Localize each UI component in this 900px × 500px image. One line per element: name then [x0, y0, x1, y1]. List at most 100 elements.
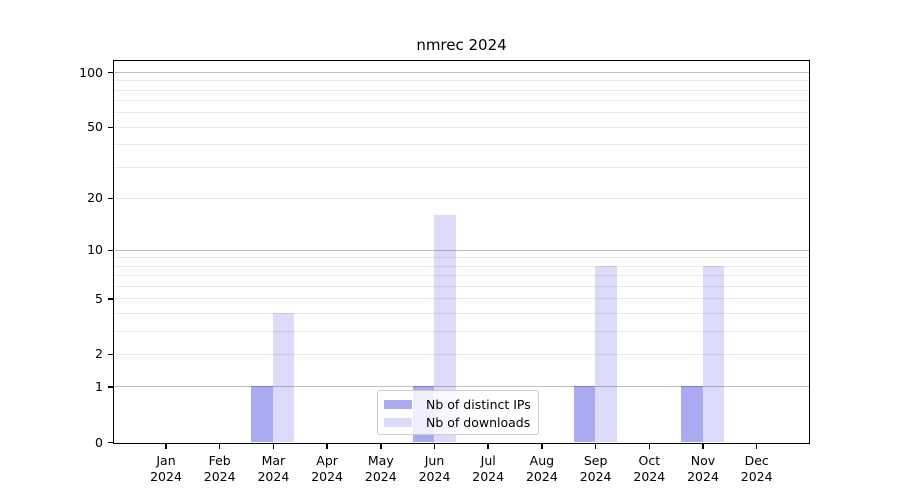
x-tick-month: Nov	[690, 453, 716, 468]
y-tick-mark-20	[108, 197, 113, 200]
gridline-y-1	[114, 386, 809, 388]
x-tick-year: 2024	[472, 469, 505, 484]
x-tick-month: Dec	[744, 453, 769, 468]
x-tick-mark-feb	[218, 444, 221, 449]
x-tick-month: Sep	[583, 453, 608, 468]
bar-distinct-ips-nov	[681, 386, 703, 442]
gridline-y-4	[114, 312, 809, 314]
gridline-y-6	[114, 285, 809, 287]
x-tick-label-feb: Feb 2024	[192, 453, 248, 485]
bar-downloads-jun	[434, 214, 456, 442]
plot-area: Nb of distinct IPs Nb of downloads	[113, 60, 810, 444]
x-tick-label-aug: Aug 2024	[514, 453, 570, 485]
bar-downloads-sep	[595, 265, 617, 442]
legend-label-distinct-ips: Nb of distinct IPs	[426, 396, 531, 412]
x-tick-label-nov: Nov 2024	[675, 453, 731, 485]
x-tick-label-jun: Jun 2024	[407, 453, 463, 485]
x-tick-label-jul: Jul 2024	[460, 453, 516, 485]
x-tick-year: 2024	[311, 469, 343, 484]
y-tick-mark-50	[108, 126, 113, 129]
x-tick-year: 2024	[364, 469, 397, 484]
gridline-y-10	[114, 249, 809, 251]
legend-item-distinct-ips: Nb of distinct IPs	[384, 395, 538, 413]
y-tick-mark-10	[108, 249, 113, 251]
x-tick-month: Jul	[480, 453, 496, 468]
y-tick-mark-100	[108, 71, 113, 74]
x-tick-label-dec: Dec 2024	[729, 453, 785, 485]
x-tick-mark-nov	[702, 444, 704, 449]
x-tick-mark-jun	[433, 444, 436, 449]
x-tick-year: 2024	[150, 469, 182, 484]
x-tick-month: Aug	[529, 453, 555, 468]
y-tick-label-5: 5	[95, 290, 103, 306]
x-tick-month: Apr	[316, 453, 338, 468]
gridline-y-3	[114, 330, 809, 332]
chart-title: nmrec 2024	[416, 36, 507, 54]
gridline-y-80	[114, 89, 809, 91]
y-tick-label-100: 100	[79, 64, 103, 80]
gridline-y-100	[114, 72, 809, 73]
bar-downloads-mar	[272, 312, 295, 442]
y-tick-mark-1	[108, 386, 113, 388]
gridline-y-70	[114, 100, 809, 102]
bar-distinct-ips-sep	[573, 386, 596, 442]
bar-downloads-nov	[702, 265, 724, 442]
x-tick-month: Mar	[261, 453, 286, 468]
x-tick-label-jan: Jan 2024	[138, 453, 194, 485]
gridline-y-60	[114, 112, 809, 114]
x-tick-mark-dec	[755, 444, 758, 449]
y-tick-mark-2	[108, 353, 113, 356]
gridline-y-2	[114, 353, 809, 355]
x-tick-year: 2024	[257, 469, 290, 484]
x-tick-year: 2024	[740, 469, 773, 484]
x-tick-mark-aug	[541, 444, 543, 449]
y-tick-label-0: 0	[95, 434, 103, 450]
gridline-y-30	[114, 166, 809, 168]
legend-swatch-distinct-ips	[384, 399, 412, 409]
x-tick-year: 2024	[579, 469, 612, 484]
bar-distinct-ips-mar	[251, 386, 273, 442]
gridlines-layer	[114, 61, 809, 443]
legend-swatch-downloads	[384, 417, 412, 427]
x-tick-mark-mar	[272, 444, 275, 449]
y-tick-label-50: 50	[87, 119, 103, 135]
x-tick-label-oct: Oct 2024	[621, 453, 677, 485]
x-tick-month: May	[367, 453, 394, 468]
x-tick-year: 2024	[203, 469, 236, 484]
x-tick-year: 2024	[633, 469, 666, 484]
y-tick-label-20: 20	[87, 190, 103, 206]
x-tick-mark-jan	[165, 444, 167, 449]
x-tick-label-apr: Apr 2024	[299, 453, 355, 485]
legend-label-downloads: Nb of downloads	[426, 414, 531, 430]
legend-item-downloads: Nb of downloads	[384, 413, 538, 431]
gridline-y-20	[114, 197, 809, 199]
gridline-y-40	[114, 144, 809, 146]
gridline-y-7	[114, 275, 809, 277]
y-tick-mark-0	[108, 441, 113, 444]
legend: Nb of distinct IPs Nb of downloads	[377, 390, 539, 435]
x-tick-month: Jun	[424, 453, 445, 468]
x-tick-month: Jan	[156, 453, 176, 468]
x-tick-mark-jul	[487, 444, 489, 449]
gridline-y-5	[114, 298, 809, 300]
bars-layer	[114, 61, 809, 443]
x-tick-mark-oct	[648, 444, 651, 449]
y-tick-label-2: 2	[95, 346, 103, 362]
x-tick-year: 2024	[418, 469, 451, 484]
x-tick-year: 2024	[525, 469, 558, 484]
x-tick-label-sep: Sep 2024	[568, 453, 624, 485]
gridline-y-50	[114, 126, 809, 128]
x-tick-label-mar: Mar 2024	[245, 453, 301, 485]
y-tick-label-10: 10	[87, 242, 103, 258]
gridline-y-8	[114, 265, 809, 267]
y-tick-mark-5	[108, 298, 113, 300]
x-tick-mark-sep	[594, 444, 597, 449]
gridline-y-9	[114, 257, 809, 259]
x-tick-month: Feb	[208, 453, 231, 468]
x-tick-month: Oct	[638, 453, 661, 468]
x-tick-label-may: May 2024	[353, 453, 409, 485]
x-tick-mark-apr	[326, 444, 328, 449]
x-tick-mark-may	[380, 444, 382, 449]
y-tick-label-1: 1	[95, 378, 103, 394]
